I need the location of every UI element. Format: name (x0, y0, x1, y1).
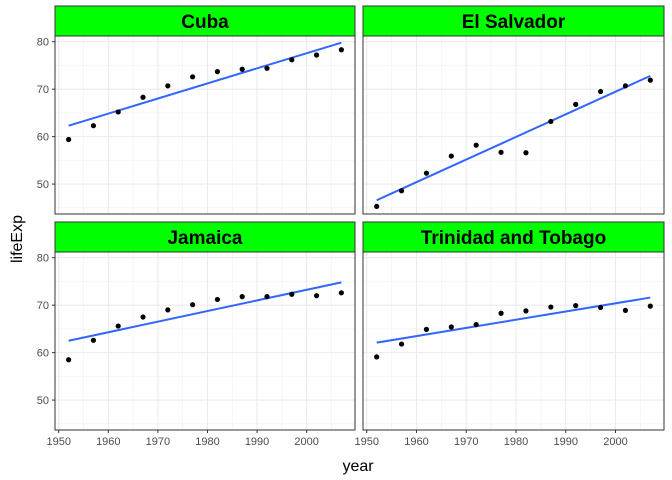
data-point (473, 322, 479, 328)
panel-background (55, 36, 355, 214)
y-tick-label: 60 (37, 348, 49, 360)
panel-border (362, 35, 665, 215)
x-tick-label: 1970 (454, 436, 478, 448)
facet-panel: Cuba (54, 5, 356, 215)
x-tick-label: 2000 (603, 436, 627, 448)
data-point (573, 101, 579, 107)
data-point (647, 303, 653, 309)
data-point (622, 83, 629, 89)
panel-border (54, 35, 356, 215)
data-point (423, 170, 430, 176)
data-point (374, 354, 380, 360)
data-point (523, 150, 529, 156)
y-tick-label: 80 (37, 253, 49, 265)
panel-background (363, 36, 664, 214)
data-point (548, 304, 554, 310)
facet-strip (54, 5, 356, 37)
data-point (313, 293, 320, 299)
x-tick-label: 1980 (504, 436, 528, 448)
x-tick-label: 1990 (245, 436, 269, 448)
data-point (398, 188, 405, 194)
y-tick-label: 50 (37, 395, 49, 407)
data-point (165, 307, 171, 313)
y-tick-label: 50 (37, 179, 49, 191)
x-tick-label: 1950 (46, 436, 70, 448)
data-point (90, 337, 97, 343)
panel-border (362, 251, 665, 431)
data-point (498, 149, 504, 155)
data-point (165, 83, 171, 89)
data-point (214, 296, 220, 303)
data-point (523, 308, 529, 314)
facet-strip (362, 5, 665, 37)
facet-strip-label: El Salvador (462, 12, 566, 33)
data-point (374, 203, 380, 210)
x-tick-label: 1990 (553, 436, 577, 448)
x-tick-label: 1960 (404, 436, 428, 448)
data-point (239, 294, 245, 300)
data-point (289, 291, 295, 297)
x-tick-label: 1950 (354, 436, 378, 448)
data-point (190, 302, 196, 308)
facet-strip-label: Jamaica (167, 228, 242, 249)
data-point (473, 142, 479, 148)
y-tick-label: 70 (37, 84, 49, 96)
data-point (573, 303, 579, 309)
y-axis-title: lifeExp (9, 215, 26, 263)
data-point (140, 314, 146, 320)
data-point (66, 357, 72, 363)
data-point (498, 310, 504, 316)
x-tick-label: 2000 (294, 436, 318, 448)
data-point (448, 153, 454, 159)
data-point (115, 323, 121, 329)
panel-background (363, 252, 664, 430)
axes-layer: 50 60 70 80 50 60 70 80 1950 1960 1970 1980 1990 2000… (37, 37, 628, 448)
data-point (214, 69, 220, 75)
data-point (647, 77, 653, 83)
data-point (398, 341, 405, 347)
data-point (597, 88, 604, 95)
panel-background (55, 252, 355, 430)
data-point (313, 52, 320, 58)
facet-panel: El Salvador (362, 5, 665, 215)
x-tick-label: 1980 (195, 436, 219, 448)
data-point (597, 304, 604, 311)
trend-line (68, 281, 342, 342)
data-point (448, 324, 454, 330)
data-point (239, 66, 245, 72)
facet-panel: Jamaica (54, 221, 356, 431)
facet-panel: Trinidad and Tobago (362, 221, 665, 431)
data-point (264, 65, 270, 71)
x-tick-label: 1970 (146, 436, 170, 448)
data-point (289, 57, 295, 63)
panel-border (54, 251, 356, 431)
data-point (115, 109, 121, 115)
data-point (622, 307, 629, 313)
data-point (90, 123, 97, 129)
data-point (338, 290, 344, 296)
data-point (338, 47, 344, 53)
y-tick-label: 70 (37, 300, 49, 312)
facet-strip-label: Cuba (181, 12, 229, 33)
trend-line (376, 296, 651, 344)
data-point (190, 74, 196, 80)
y-tick-label: 60 (37, 132, 49, 144)
x-axis-title: year (342, 458, 374, 475)
data-point (548, 118, 554, 125)
data-point (66, 136, 72, 143)
data-point (140, 94, 146, 100)
trend-line (376, 74, 651, 202)
y-tick-label: 80 (37, 37, 49, 49)
trend-line (68, 41, 342, 127)
data-point (264, 294, 270, 300)
data-point (423, 326, 430, 332)
x-tick-label: 1960 (96, 436, 120, 448)
facet-strip-label: Trinidad and Tobago (421, 228, 606, 249)
panels-layer: Cuba El Salvador Jamaica Trinidad and Tobag… (54, 5, 665, 431)
